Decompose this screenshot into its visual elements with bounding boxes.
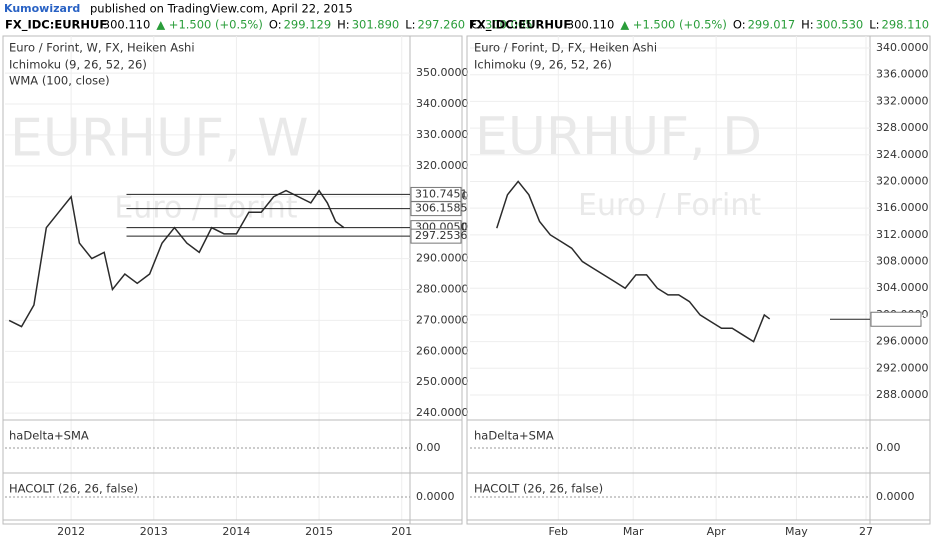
y-tick-label: 240.0000 [416,406,469,419]
ohlc-key: H: [337,18,350,32]
y-tick-label: 340.0000 [416,97,469,110]
price-tag [410,201,462,217]
y-tick-label: 320.0000 [876,174,929,187]
price-tag-label: 297.2536 [415,229,468,242]
price-tag-label: 299.3500 [875,312,928,325]
price-line [496,180,771,343]
y-tick-label: 270.0000 [416,313,469,326]
y-tick-label: 304.0000 [876,281,929,294]
price: 300.110 [103,18,151,32]
y-tick-label: 250.0000 [416,375,469,388]
panel-title: HACOLT (26, 26, false) [9,482,138,496]
x-tick-label: Apr [707,525,727,538]
y-tick-label: 320.0000 [416,159,469,172]
x-tick-label: Mar [623,525,644,538]
chart-title: Euro / Forint, W, FX, Heiken Ashi [9,41,195,55]
symbol: FX_IDC:EURHUF [5,18,107,33]
ohlc-value: 300.530 [816,18,864,32]
watermark: EURHUF, W [10,108,309,168]
panel-title: haDelta+SMA [9,429,89,443]
ohlc-value: 301.890 [352,18,400,32]
x-tick-label: 27 [859,525,873,538]
y-tick-label: 332.0000 [876,94,929,107]
y-tick-label: 280.0000 [416,282,469,295]
y-tick-label: 324.0000 [876,148,929,161]
x-tick-label: 2014 [222,525,250,538]
y-tick-label: 260.0000 [416,344,469,357]
panel-tick-label: 0.00 [416,441,441,454]
symbol: FX_IDC:EURHUF [469,18,571,33]
published: published on TradingView.com, April 22, … [90,2,353,16]
panel-title: haDelta+SMA [474,429,554,443]
x-tick-label: 2015 [305,525,333,538]
study-label: WMA (100, close) [9,74,110,88]
price-tag-label: 310.7451 [415,187,468,200]
x-tick-label: Feb [549,525,568,538]
ohlc-key: H: [801,18,814,32]
ohlc-key: C: [471,18,483,32]
price-tag [870,311,922,327]
y-tick-label: 292.0000 [876,361,929,374]
price-tag-label: 306.1585 [415,202,468,215]
change: ▲ +1.500 (+0.5%) [156,18,263,32]
author[interactable]: Kumowizard [4,2,80,15]
panel-tick-label: 0.00 [876,441,901,454]
ohlc-value: 298.110 [882,18,930,32]
y-tick-label: 350.0000 [416,66,469,79]
price-line [8,189,345,328]
panel-frame [2,35,463,525]
x-tick-label: May [785,525,808,538]
ohlc-key: L: [405,18,415,32]
study-label: Ichimoku (9, 26, 52, 26) [474,58,612,72]
y-tick-label: 308.0000 [876,255,929,268]
panel-tick-label: 0.0000 [876,490,915,503]
x-tick-label: 2013 [140,525,168,538]
panel-title: HACOLT (26, 26, false) [474,482,603,496]
y-tick-label: 336.0000 [876,68,929,81]
watermark: EURHUF, D [475,107,762,167]
y-tick-label: 312.0000 [876,228,929,241]
price-tag [410,228,462,244]
x-tick-label: 201 [391,525,412,538]
panel-tick-label: 0.0000 [416,490,455,503]
ohlc-value: 297.260 [418,18,466,32]
y-tick-label: 316.0000 [876,201,929,214]
chart-title: Euro / Forint, D, FX, Heiken Ashi [474,41,657,55]
y-tick-label: 340.0000 [876,41,929,54]
study-label: Ichimoku (9, 26, 52, 26) [9,58,147,72]
panel-frame [466,35,931,525]
ohlc-value: 300.005 [485,18,533,32]
y-tick-label: 296.0000 [876,335,929,348]
price: 300.110 [567,18,615,32]
watermark: Euro / Forint [578,188,761,223]
change: ▲ +1.500 (+0.5%) [620,18,727,32]
y-tick-label: 328.0000 [876,121,929,134]
ohlc-key: O: [733,18,746,32]
ohlc-value: 299.017 [748,18,796,32]
ohlc-key: L: [869,18,879,32]
y-tick-label: 288.0000 [876,388,929,401]
ohlc-key: O: [269,18,282,32]
ohlc-value: 299.129 [284,18,332,32]
y-tick-label: 330.0000 [416,128,469,141]
y-tick-label: 290.0000 [416,252,469,265]
watermark: Euro / Forint [114,190,297,225]
x-tick-label: 2012 [57,525,85,538]
